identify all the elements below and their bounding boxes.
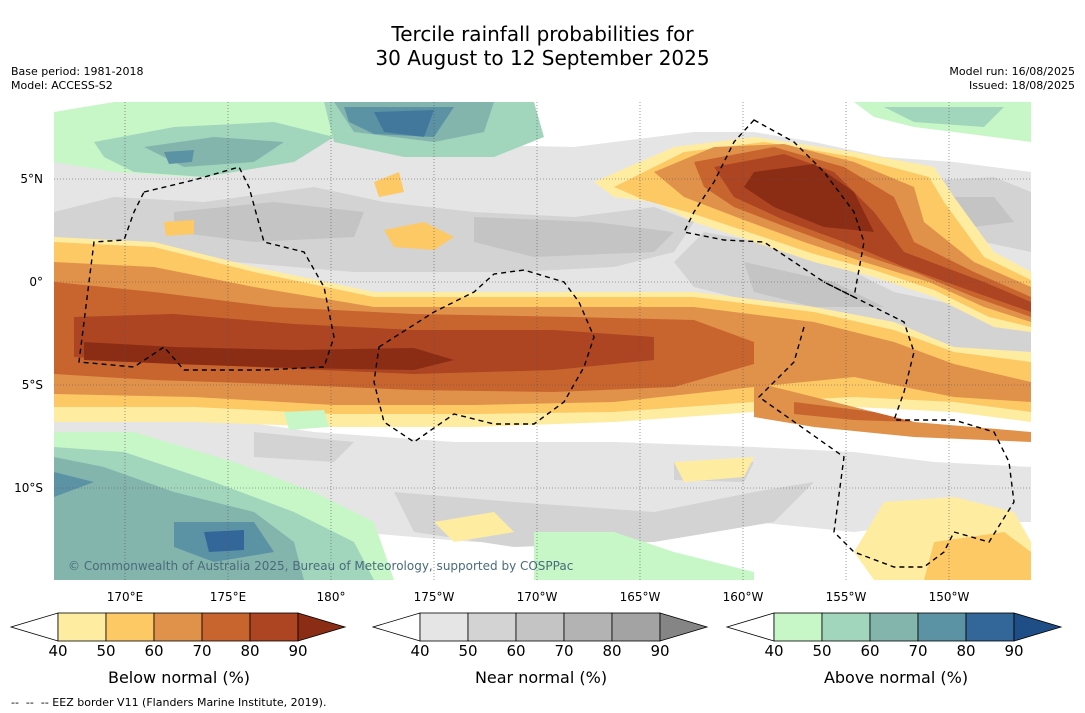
colorbar-title-below: Below normal (%) [107, 668, 251, 687]
colorbar-tick-label: 40 [48, 642, 68, 660]
colorbar-tick-label: 70 [908, 642, 928, 660]
map-gridlines [54, 102, 1031, 580]
base-period: Base period: 1981-2018 [11, 65, 144, 78]
lon-label-180: 180° [316, 590, 346, 604]
issued-date: Issued: 18/08/2025 [968, 79, 1075, 92]
lat-label-5s: 5°S [21, 378, 43, 392]
colorbar-tick-label: 70 [554, 642, 574, 660]
copyright-notice: © Commonwealth of Australia 2025, Bureau… [68, 559, 573, 573]
colorbar-segment [917, 612, 967, 642]
colorbar-segment [105, 612, 155, 642]
colorbar-segment [773, 612, 823, 642]
eez-borders [78, 119, 1015, 568]
map-title: Tercile rainfall probabilities for 30 Au… [0, 22, 1085, 70]
lon-label-165w: 165°W [619, 590, 661, 604]
colorbar-low-extension [726, 612, 775, 642]
colorbar-segment [821, 612, 871, 642]
colorbar-high-extension [1013, 612, 1063, 642]
colorbar-low-extension [10, 612, 59, 642]
colorbar-segment [153, 612, 203, 642]
model-run: Model run: 16/08/2025 [949, 65, 1075, 78]
colorbar-tick-label: 60 [506, 642, 526, 660]
lat-label-5n: 5°N [20, 172, 43, 186]
colorbar-segment [611, 612, 661, 642]
lon-label-175e: 175°E [209, 590, 247, 604]
colorbar-segment [57, 612, 107, 642]
colorbar-high-extension [659, 612, 709, 642]
colorbar-title-above: Above normal (%) [823, 668, 969, 687]
model-name: Model: ACCESS-S2 [11, 79, 113, 92]
meta-right: Model run: 16/08/2025 Issued: 18/08/2025 [949, 65, 1075, 93]
colorbar-tick-label: 70 [192, 642, 212, 660]
colorbar-tick-label: 40 [764, 642, 784, 660]
colorbar-segment [201, 612, 251, 642]
colorbar-tick-label: 60 [144, 642, 164, 660]
lat-label-0: 0° [29, 275, 43, 289]
below-normal-region [54, 137, 1031, 580]
colorbar-near-normal [372, 612, 709, 642]
colorbar-tick-label: 80 [240, 642, 260, 660]
colorbar-segment [965, 612, 1015, 642]
colorbar-segment [563, 612, 613, 642]
lon-label-170e: 170°E [106, 590, 144, 604]
colorbar-title-near: Near normal (%) [474, 668, 608, 687]
colorbar-tick-label: 80 [956, 642, 976, 660]
colorbar-above-normal [726, 612, 1063, 642]
colorbar-tick-label: 50 [812, 642, 832, 660]
lon-label-175w: 175°W [413, 590, 455, 604]
colorbar-segment [419, 612, 469, 642]
eez-footnote: -- -- -- EEZ border V11 (Flanders Marine… [11, 696, 327, 709]
colorbar-segment [515, 612, 565, 642]
colorbar-low-extension [372, 612, 421, 642]
title-line-1: Tercile rainfall probabilities for [391, 22, 694, 46]
meta-left: Base period: 1981-2018 Model: ACCESS-S2 [11, 65, 143, 93]
probability-map: © Commonwealth of Australia 2025, Bureau… [54, 102, 1031, 580]
title-line-2: 30 August to 12 September 2025 [375, 46, 710, 70]
colorbar-segment [869, 612, 919, 642]
lon-label-150w: 150°W [928, 590, 970, 604]
colorbar-tick-label: 90 [650, 642, 670, 660]
lon-label-160w: 160°W [722, 590, 764, 604]
lon-label-170w: 170°W [516, 590, 558, 604]
colorbar-tick-label: 90 [288, 642, 308, 660]
colorbar-tick-label: 60 [860, 642, 880, 660]
colorbar-segment [249, 612, 299, 642]
lon-label-155w: 155°W [825, 590, 867, 604]
colorbar-segment [467, 612, 517, 642]
colorbar-below-normal [10, 612, 347, 642]
colorbar-tick-label: 50 [458, 642, 478, 660]
colorbar-tick-label: 90 [1004, 642, 1024, 660]
colorbar-tick-label: 40 [410, 642, 430, 660]
colorbar-tick-label: 50 [96, 642, 116, 660]
above-normal-region [54, 102, 1031, 580]
colorbar-tick-label: 80 [602, 642, 622, 660]
colorbar-high-extension [297, 612, 347, 642]
lat-label-10s: 10°S [14, 481, 43, 495]
